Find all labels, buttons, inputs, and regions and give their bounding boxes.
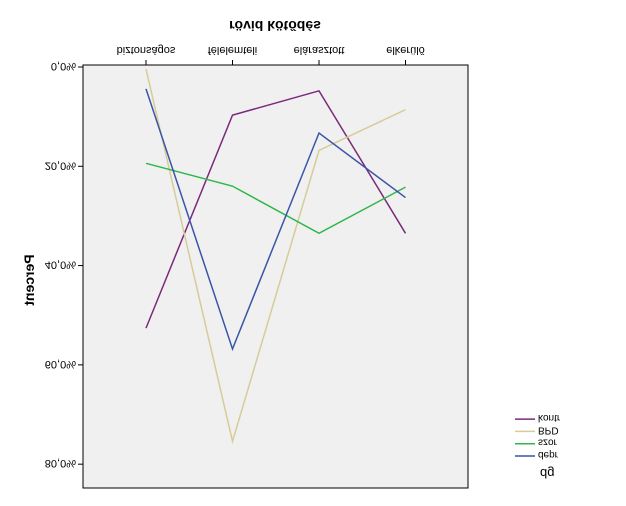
y-axis-title: Percent	[21, 254, 37, 306]
legend-label: kontr	[538, 412, 561, 423]
chart-body: rövid kötődés Percent dg 0,0% 20,0% 40,0% 6…	[21, 18, 561, 489]
legend-label: BPD	[538, 424, 559, 435]
y-tick-label: 40,0%	[45, 259, 76, 271]
x-tick-label: elkerülő	[386, 44, 425, 56]
x-axis-title: rövid kötődés	[229, 18, 321, 34]
series-line	[145, 162, 406, 235]
x-tick-label: félelemteli	[208, 44, 258, 56]
series-line	[145, 68, 406, 445]
plot-area	[82, 64, 469, 489]
y-tick-label: 20,0%	[45, 159, 76, 171]
y-tick-label: 80,0%	[45, 457, 76, 469]
series-line	[145, 88, 406, 352]
y-tick-label: 60,0%	[45, 358, 76, 370]
x-tick-label: elárasztott	[294, 44, 345, 56]
legend-title: dg	[540, 466, 554, 481]
legend-label: depr	[538, 449, 559, 460]
y-tick-label: 0,0%	[51, 60, 76, 72]
x-tick-label: biztonságos	[117, 44, 176, 56]
series-line	[145, 89, 407, 329]
legend-label: szor	[538, 437, 558, 448]
